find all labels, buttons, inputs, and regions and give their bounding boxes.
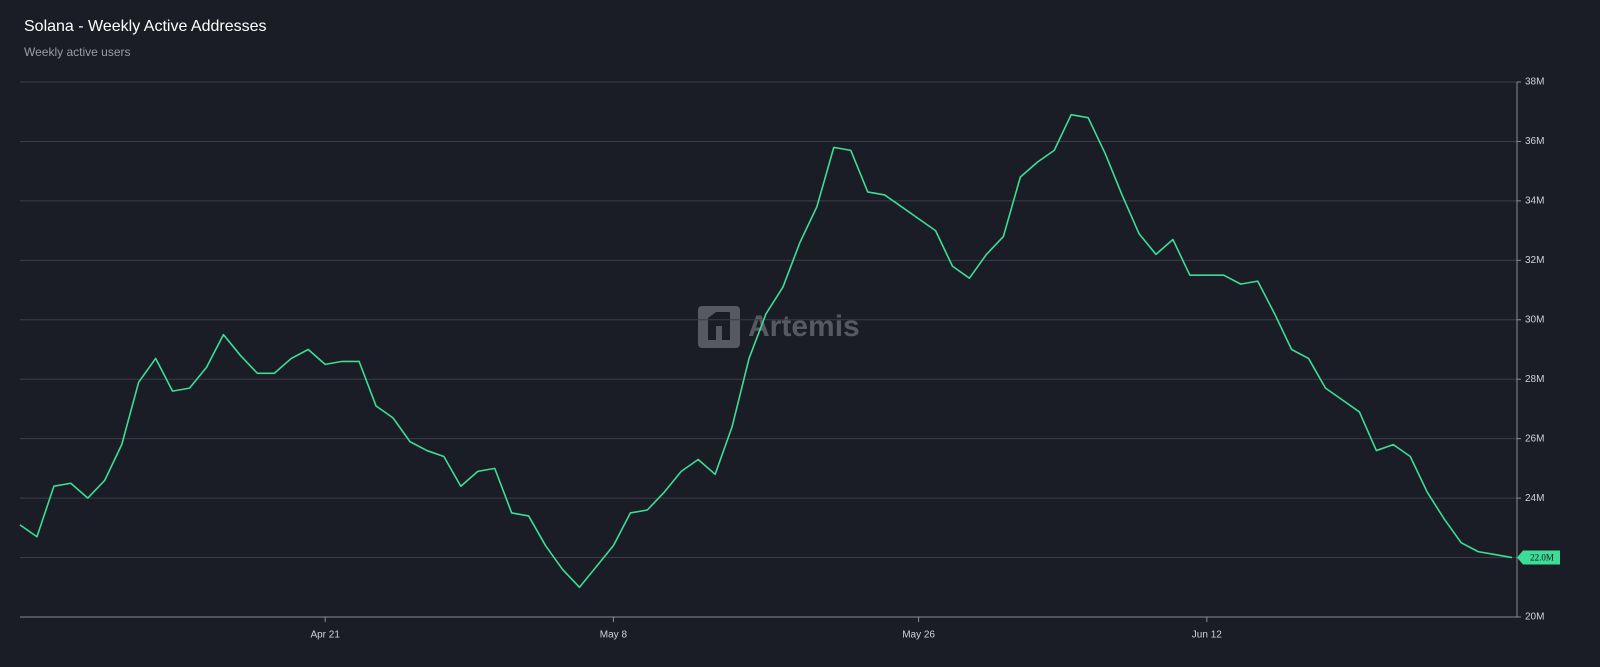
x-tick-label: Jun 12 (1192, 630, 1222, 641)
x-tick-label: May 26 (902, 630, 935, 641)
watermark-glyph (708, 312, 730, 340)
watermark-icon (698, 306, 740, 348)
x-tick-label: May 8 (600, 630, 628, 641)
y-tick-label: 38M (1525, 77, 1544, 88)
y-tick-label: 34M (1525, 196, 1544, 207)
y-tick-label: 36M (1525, 136, 1544, 147)
watermark-text: Artemis (748, 310, 860, 343)
y-tick-label: 26M (1525, 433, 1544, 444)
chart-title: Solana - Weekly Active Addresses (24, 18, 267, 35)
watermark-logo: Artemis (698, 306, 860, 348)
y-tick-label: 28M (1525, 374, 1544, 385)
last-value-tag (1517, 550, 1560, 565)
y-tick-label: 30M (1525, 314, 1544, 325)
y-tick-label: 24M (1525, 493, 1544, 504)
y-tick-label: 32M (1525, 255, 1544, 266)
data-line (19, 113, 1513, 589)
y-tick-label: 20M (1525, 612, 1544, 623)
x-tick-label: Apr 21 (310, 630, 340, 641)
last-value-label: 22.0M (1530, 553, 1554, 563)
chart-subtitle: Weekly active users (24, 45, 130, 59)
